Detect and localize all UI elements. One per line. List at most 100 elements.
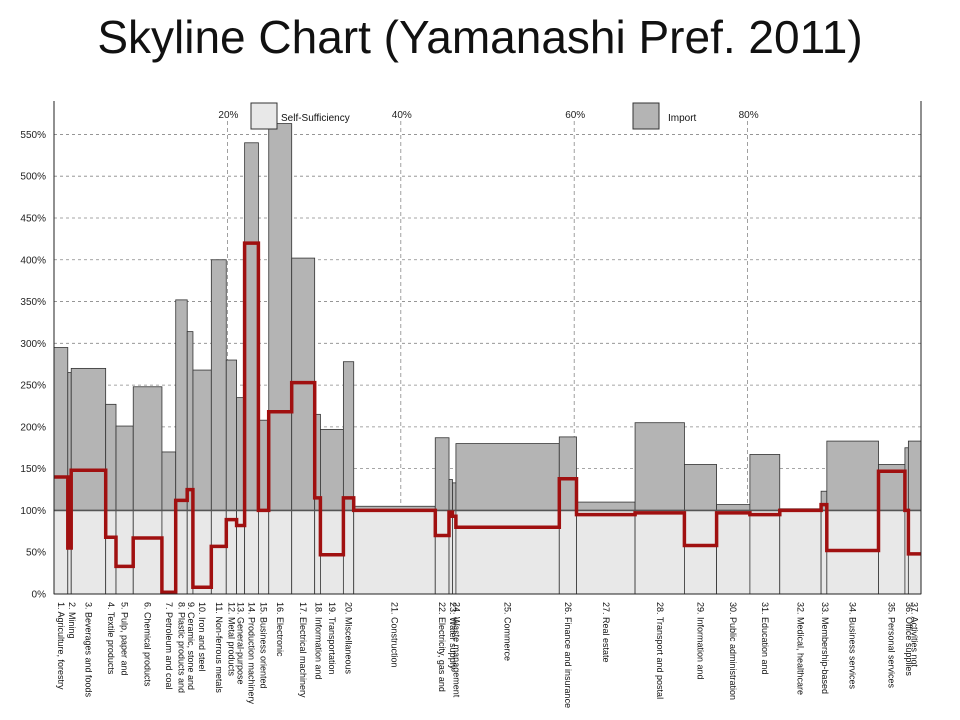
- x-percent-label: 20%: [218, 110, 238, 121]
- category-label: 10. Iron and steel: [197, 602, 207, 672]
- category-label: 26. Finance and insurance: [563, 602, 573, 708]
- category-label: 24. Waste management: [452, 602, 462, 698]
- import-bar: [749, 454, 780, 511]
- category-label: 4. Textile products: [106, 602, 116, 675]
- legend: Self-Sufficiency Import: [250, 102, 697, 130]
- y-tick-label: 250%: [20, 381, 46, 392]
- category-label: 11. Non-ferrous metals: [214, 602, 224, 693]
- import-bar: [258, 420, 269, 511]
- category-label: 37. Activities not: [910, 602, 920, 668]
- import-bar: [455, 443, 560, 511]
- y-tick-label: 200%: [20, 422, 46, 433]
- chart-title: Skyline Chart (Yamanashi Pref. 2011): [97, 11, 863, 63]
- self-sufficiency-bar: [576, 510, 636, 594]
- self-sufficiency-bar: [268, 510, 292, 594]
- category-label: 29. Information and: [696, 602, 706, 680]
- import-bar: [187, 331, 193, 511]
- self-sufficiency-bar: [116, 510, 134, 594]
- import-bar: [320, 429, 344, 511]
- self-sufficiency-bar: [105, 510, 117, 594]
- import-bar: [226, 360, 237, 511]
- self-sufficiency-bar: [54, 510, 68, 594]
- self-sufficiency-bar: [244, 510, 259, 594]
- import-bar: [211, 259, 227, 511]
- self-sufficiency-bar: [291, 510, 315, 594]
- import-bar: [236, 397, 245, 511]
- import-bar: [826, 441, 879, 511]
- category-label: 28. Transport and postal: [655, 602, 665, 699]
- category-label: 27. Real estate: [601, 602, 611, 663]
- category-label: 1. Agriculture, forestry: [56, 602, 66, 690]
- legend-label-self-sufficiency: Self-Sufficiency: [281, 113, 350, 124]
- import-bar: [908, 441, 921, 511]
- self-sufficiency-bar: [821, 510, 827, 594]
- import-bar: [116, 426, 134, 511]
- y-tick-label: 100%: [20, 506, 46, 517]
- self-sufficiency-bar: [67, 510, 72, 594]
- legend-swatch-import: [632, 102, 660, 130]
- self-sufficiency-bar: [449, 510, 453, 594]
- self-sufficiency-bar: [878, 510, 905, 594]
- category-label: 30. Public administration: [728, 602, 738, 700]
- category-label: 2. Mining: [67, 602, 77, 639]
- self-sufficiency-bar: [353, 510, 436, 594]
- self-sufficiency-bar: [187, 510, 193, 594]
- category-label: 22. Electricity, gas and: [437, 602, 447, 692]
- self-sufficiency-bar: [559, 510, 577, 594]
- self-sufficiency-bar: [211, 510, 227, 594]
- import-bar: [449, 479, 453, 511]
- self-sufficiency-bar: [161, 510, 176, 594]
- self-sufficiency-bar: [314, 510, 321, 594]
- x-percent-label: 40%: [392, 110, 412, 121]
- import-bar: [576, 502, 636, 511]
- self-sufficiency-bar: [716, 510, 750, 594]
- import-bar: [192, 370, 212, 511]
- category-label: 31. Education and: [760, 602, 770, 675]
- category-label: 13. General-purpose: [236, 602, 246, 685]
- legend-label-import: Import: [668, 113, 697, 124]
- import-bar: [268, 123, 292, 511]
- self-sufficiency-line: [54, 241, 921, 595]
- self-sufficiency-bar: [455, 510, 560, 594]
- x-percent-label: 80%: [739, 110, 759, 121]
- self-sufficiency-bar: [236, 510, 245, 594]
- y-tick-label: 550%: [20, 130, 46, 141]
- import-bar: [71, 368, 106, 511]
- import-bar: [716, 504, 750, 511]
- self-sufficiency-bar: [452, 510, 456, 594]
- category-label: 25. Commerce: [503, 602, 513, 661]
- category-label: 32. Medical, healthcare: [795, 602, 805, 695]
- category-label: 36. Office supplies: [904, 602, 914, 676]
- self-sufficiency-bar: [635, 510, 685, 594]
- import-bar: [353, 506, 436, 511]
- category-label: 18. Information and: [314, 602, 324, 680]
- self-sufficiency-bar: [175, 510, 188, 594]
- y-tick-label: 350%: [20, 297, 46, 308]
- y-tick-label: 0%: [32, 590, 47, 601]
- category-label: 14. Production machinery: [247, 602, 257, 705]
- category-label: 12. Metal products: [226, 602, 236, 677]
- y-tick-label: 450%: [20, 213, 46, 224]
- self-sufficiency-bar: [192, 510, 212, 594]
- category-label: 33. Membership-based: [820, 602, 830, 694]
- domestic-production-line: [54, 241, 921, 595]
- y-tick-label: 400%: [20, 255, 46, 266]
- self-sufficiency-bar: [133, 510, 162, 594]
- import-bar: [161, 451, 176, 511]
- import-bar: [244, 142, 259, 511]
- axes: 0% 50% 100% 150% 200% 250% 300% 350% 400% 450% 500…: [20, 101, 922, 601]
- y-tick-label: 50%: [26, 548, 46, 559]
- import-bar: [559, 436, 577, 511]
- import-bar: [105, 404, 117, 511]
- category-label: 20. Miscellaneous: [344, 602, 354, 675]
- category-label: 34. Business services: [848, 602, 858, 690]
- y-tick-label: 150%: [20, 464, 46, 475]
- category-label: 15. Business oriented: [259, 602, 269, 689]
- self-sufficiency-bar: [684, 510, 717, 594]
- category-label: 6. Chemical products: [143, 602, 153, 687]
- self-sufficiency-bar: [343, 510, 354, 594]
- self-sufficiency-bar: [749, 510, 780, 594]
- category-label: 19. Transportation: [327, 602, 337, 675]
- import-bar: [314, 414, 321, 511]
